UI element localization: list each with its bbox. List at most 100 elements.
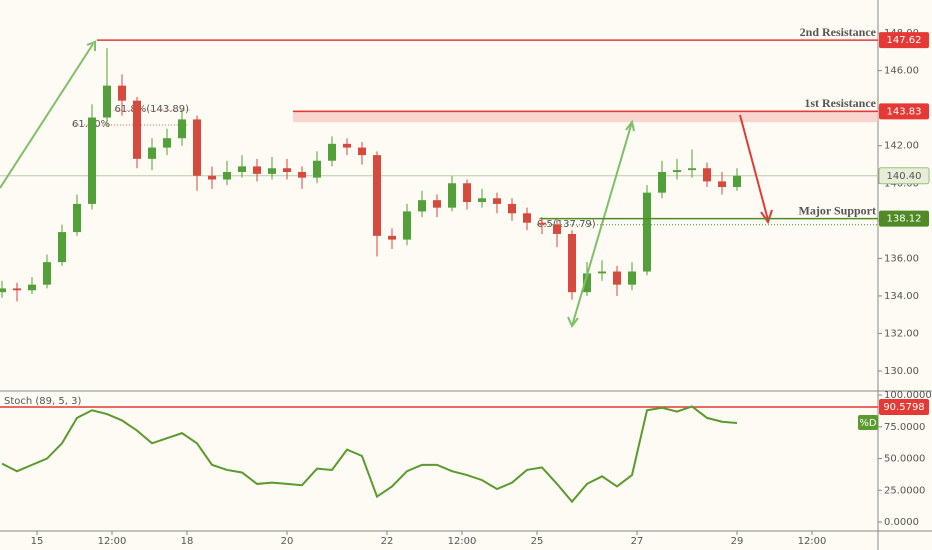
candle-body (583, 273, 591, 293)
candle-body (358, 147, 366, 156)
candle-body (193, 119, 201, 176)
candle-body (328, 143, 336, 161)
y-tick-label: 142.00 (884, 141, 919, 152)
price-box-label: 90.5798 (883, 402, 924, 413)
candle-body (418, 200, 426, 212)
legend-label: %D (859, 418, 877, 429)
indicator-title: Stoch (89, 5, 3) (4, 396, 81, 407)
x-tick-label: 25 (531, 536, 544, 547)
resistance-zone (293, 110, 878, 123)
y-tick-label: 134.00 (884, 291, 919, 302)
trend-arrow (0, 43, 94, 189)
candle-body (178, 119, 186, 139)
candle-body (133, 100, 141, 159)
candle-body (433, 200, 441, 208)
candle-body (223, 171, 231, 180)
candle-body (163, 138, 171, 148)
fib-label: 0.5(137.79) (537, 219, 596, 230)
candle-body (0, 288, 7, 293)
x-tick-label: 12:00 (98, 536, 127, 547)
y-tick-label: 136.00 (884, 253, 919, 264)
fib-label: 61.8%(143.89) (115, 104, 190, 115)
candle-body (73, 203, 81, 233)
candle-body (103, 85, 111, 118)
price-box (879, 32, 929, 49)
candle-body (508, 203, 516, 214)
candle-body (403, 211, 411, 240)
y-tick-label: 50.0000 (884, 454, 925, 465)
forecast-arrow (739, 114, 769, 221)
arrow-head (86, 40, 96, 51)
candle-body (538, 222, 546, 225)
candle-body (268, 168, 276, 174)
candle-body (478, 198, 486, 203)
candle-body (733, 175, 741, 188)
candle-body (313, 160, 321, 178)
candle-body (688, 168, 696, 171)
y-tick-label: 25.0000 (884, 485, 925, 496)
x-tick-label: 12:00 (448, 536, 477, 547)
candle-body (388, 235, 396, 240)
price-box (879, 210, 929, 227)
price-box-label: 143.83 (887, 106, 922, 117)
legend-box (858, 415, 878, 430)
candle-body (613, 271, 621, 285)
candle-body (493, 198, 501, 204)
arrow-head (625, 119, 635, 132)
candle-body (298, 171, 306, 178)
price-box-label: 147.62 (887, 35, 922, 46)
candle-body (628, 271, 636, 285)
candle-body (643, 192, 651, 272)
x-tick-label: 27 (631, 536, 644, 547)
y-tick-label: 0.0000 (884, 517, 919, 528)
candle-body (553, 224, 561, 234)
candle-body (283, 168, 291, 172)
candle-body (673, 170, 681, 172)
candle-body (43, 262, 51, 285)
x-tick-label: 12:00 (798, 536, 827, 547)
stoch-line (1, 405, 738, 504)
trend-arrow (571, 121, 633, 327)
candle-body (118, 85, 126, 101)
candle-body (448, 183, 456, 208)
price-box (878, 167, 930, 185)
candle-body (568, 233, 576, 293)
price-box-label: 138.12 (887, 214, 922, 225)
level-name: 1st Resistance (804, 96, 876, 110)
price-box-label: 140.40 (887, 171, 922, 182)
price-box (879, 399, 929, 416)
candle-body (718, 181, 726, 188)
candle-body (238, 166, 246, 172)
y-tick-label: 146.00 (884, 66, 919, 77)
candle-body (28, 284, 36, 291)
level-name: 2nd Resistance (800, 25, 877, 39)
price-box (879, 103, 929, 120)
arrow-head (567, 316, 579, 328)
candle-body (253, 166, 261, 174)
x-tick-label: 15 (31, 536, 44, 547)
x-tick-label: 29 (731, 536, 744, 547)
candle-body (463, 183, 471, 203)
y-tick-label: 75.0000 (884, 422, 925, 433)
candle-body (598, 271, 606, 274)
candle-body (58, 232, 66, 263)
y-tick-label: 130.00 (884, 366, 919, 377)
candle-body (658, 171, 666, 193)
candle-body (148, 147, 156, 159)
level-name: Major Support (799, 203, 876, 217)
arrow-head (760, 209, 773, 225)
x-tick-label: 20 (281, 536, 294, 547)
candle-body (88, 117, 96, 204)
y-tick-label: 100.0000 (884, 390, 932, 401)
candle-body (523, 213, 531, 223)
y-tick-label: 132.00 (884, 328, 919, 339)
x-tick-label: 22 (381, 536, 394, 547)
candle-body (13, 288, 21, 291)
x-tick-label: 18 (181, 536, 194, 547)
candle-body (343, 143, 351, 148)
candle-body (373, 155, 381, 236)
candle-body (703, 168, 711, 182)
candle-body (208, 175, 216, 180)
